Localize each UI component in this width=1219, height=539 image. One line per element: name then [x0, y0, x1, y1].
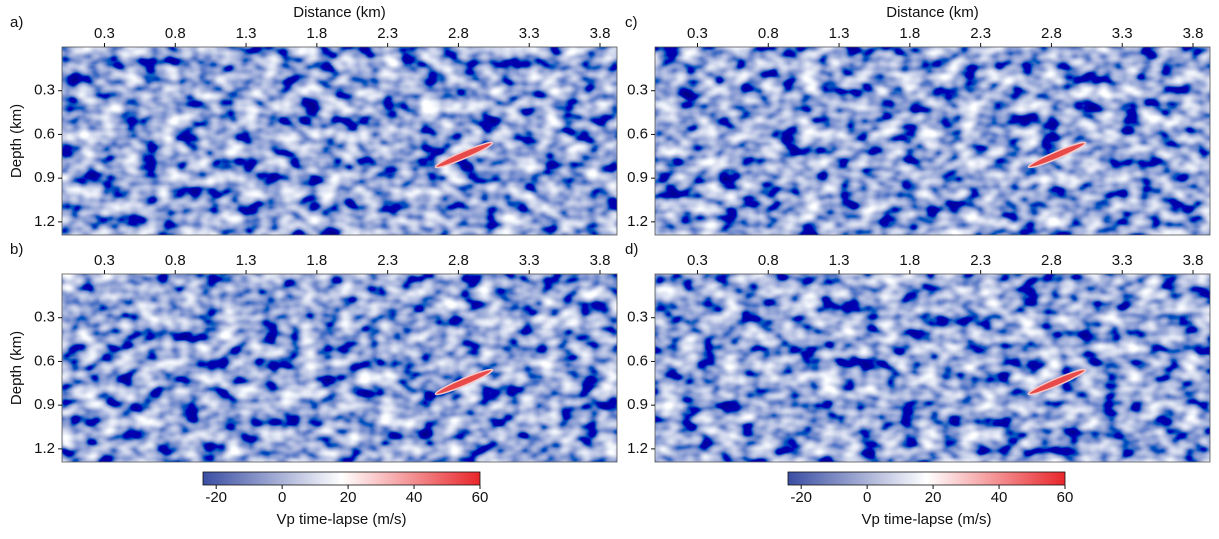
x-tick-label: 0.3: [94, 25, 115, 42]
x-tick-label: 0.8: [165, 25, 186, 42]
panel-label: b): [10, 241, 23, 258]
y-tick-label: 0.3: [34, 309, 55, 326]
y-tick-label: 0.9: [627, 169, 648, 186]
plot-frame: [654, 273, 1211, 463]
colorbar-tick-label: -20: [205, 489, 227, 506]
colorbar-label: Vp time-lapse (m/s): [861, 511, 991, 528]
x-tick-label: 3.3: [1112, 252, 1133, 269]
anomaly: [434, 141, 494, 169]
colorbar: [787, 471, 1066, 486]
x-tick-label: 0.8: [165, 252, 186, 269]
x-tick-label: 3.8: [590, 252, 611, 269]
x-tick-label: 2.8: [448, 25, 469, 42]
colorbar-label: Vp time-lapse (m/s): [276, 511, 406, 528]
y-tick-label: 0.3: [34, 82, 55, 99]
colorbar-tick-label: 20: [340, 489, 357, 506]
x-tick-label: 3.3: [1112, 25, 1133, 42]
x-tick-label: 2.8: [448, 252, 469, 269]
x-tick-label: 2.8: [1041, 25, 1062, 42]
panel-label: d): [625, 241, 638, 258]
colorbar-tick-label: 40: [406, 489, 423, 506]
colorbar-tick-label: 20: [925, 489, 942, 506]
y-tick-label: 0.9: [627, 396, 648, 413]
colorbar-tick-label: 0: [278, 489, 286, 506]
anomaly: [1027, 368, 1087, 396]
x-tick-label: 1.8: [306, 25, 327, 42]
colorbar-tick-label: 0: [863, 489, 871, 506]
colorbar-tick-label: -20: [790, 489, 812, 506]
plot-frame: [61, 46, 618, 236]
x-tick-label: 2.3: [377, 25, 398, 42]
plot-frame: [61, 273, 618, 463]
x-tick-label: 2.3: [377, 252, 398, 269]
x-tick-label: 3.3: [519, 25, 540, 42]
anomaly: [1027, 141, 1087, 169]
x-tick-label: 0.3: [94, 252, 115, 269]
panel-label: a): [10, 14, 23, 31]
x-axis-label: Distance (km): [293, 4, 386, 21]
panel-label: c): [625, 14, 638, 31]
y-tick-label: 1.2: [627, 440, 648, 457]
x-tick-label: 0.3: [687, 252, 708, 269]
x-tick-label: 3.3: [519, 252, 540, 269]
x-tick-label: 0.8: [758, 25, 779, 42]
x-tick-label: 3.8: [1183, 252, 1204, 269]
y-tick-label: 0.3: [627, 82, 648, 99]
colorbar-tick-label: 60: [1057, 489, 1074, 506]
x-tick-label: 2.3: [970, 25, 991, 42]
x-tick-label: 1.8: [899, 252, 920, 269]
y-tick-label: 1.2: [627, 213, 648, 230]
y-tick-label: 0.6: [627, 352, 648, 369]
x-tick-label: 0.8: [758, 252, 779, 269]
colorbar: [202, 471, 481, 486]
anomaly: [434, 368, 494, 396]
seismic-image: [62, 47, 617, 235]
y-tick-label: 0.9: [34, 396, 55, 413]
y-axis-label: Depth (km): [8, 331, 25, 405]
x-tick-label: 2.3: [970, 252, 991, 269]
x-axis-label: Distance (km): [886, 4, 979, 21]
y-tick-label: 0.6: [627, 125, 648, 142]
x-tick-label: 1.3: [829, 252, 850, 269]
x-tick-label: 1.3: [829, 25, 850, 42]
x-tick-label: 1.8: [899, 25, 920, 42]
plot-frame: [654, 46, 1211, 236]
seismic-image: [655, 47, 1210, 235]
x-tick-label: 3.8: [1183, 25, 1204, 42]
x-tick-label: 0.3: [687, 25, 708, 42]
y-axis-label: Depth (km): [8, 104, 25, 178]
x-tick-label: 1.8: [306, 252, 327, 269]
x-tick-label: 1.3: [236, 252, 257, 269]
x-tick-label: 3.8: [590, 25, 611, 42]
y-tick-label: 0.6: [34, 352, 55, 369]
seismic-image: [655, 274, 1210, 462]
y-tick-label: 0.9: [34, 169, 55, 186]
seismic-image: [62, 274, 617, 462]
y-tick-label: 0.3: [627, 309, 648, 326]
x-tick-label: 1.3: [236, 25, 257, 42]
y-tick-label: 1.2: [34, 213, 55, 230]
y-tick-label: 1.2: [34, 440, 55, 457]
x-tick-label: 2.8: [1041, 252, 1062, 269]
colorbar-tick-label: 40: [991, 489, 1008, 506]
colorbar-tick-label: 60: [472, 489, 489, 506]
y-tick-label: 0.6: [34, 125, 55, 142]
